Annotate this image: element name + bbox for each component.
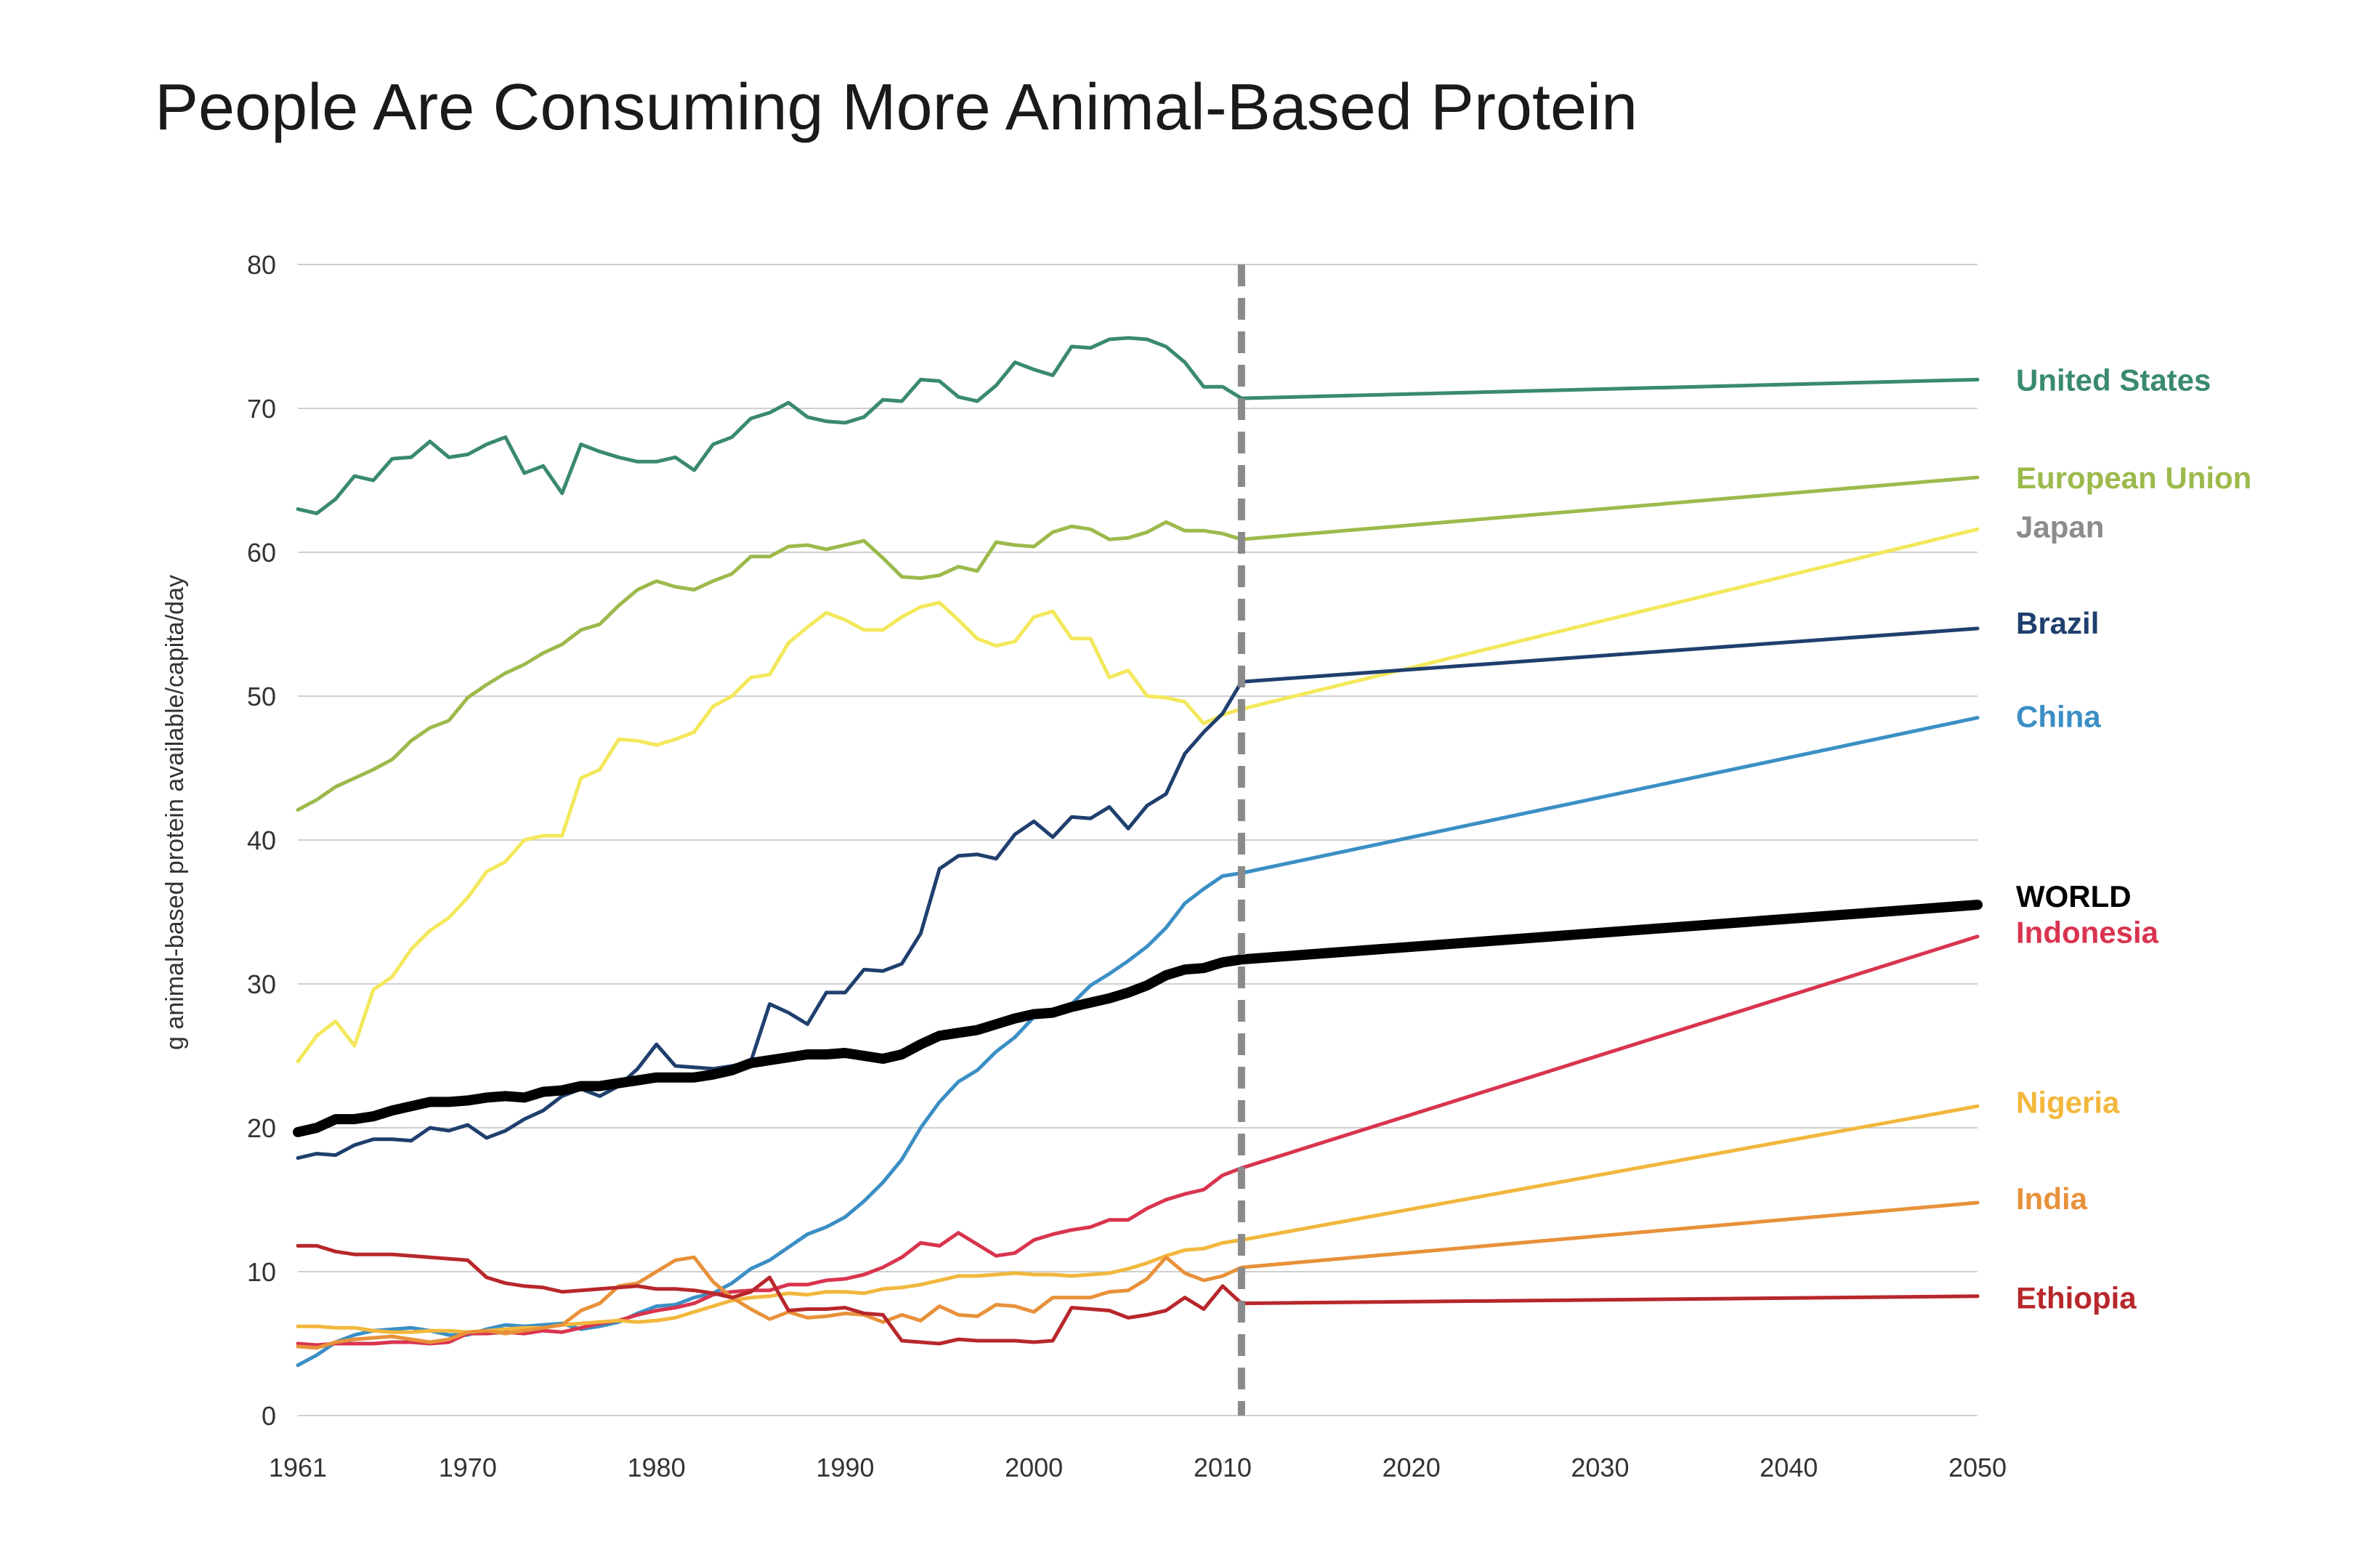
x-tick-label-2050: 2050 [1948,1453,2007,1482]
y-tick-label-0: 0 [262,1401,276,1431]
chart-title: People Are Consuming More Animal-Based P… [155,71,1638,144]
series-label-nigeria: Nigeria [2016,1085,2120,1119]
y-tick-label-60: 60 [247,538,276,568]
series-lines [293,336,1983,1368]
y-tick-label-70: 70 [247,394,276,424]
x-tick-label-2010: 2010 [1194,1453,1252,1482]
series-label-european-union: European Union [2016,461,2251,495]
series-line-brazil [296,626,1980,1160]
x-tick-label-2000: 2000 [1005,1453,1063,1482]
series-line-ethiopia [296,1243,1980,1346]
series-line-united-states [296,336,1980,515]
series-label-japan: Japan [2016,509,2104,544]
y-axis-label: g animal-based protein available/capita/… [161,575,189,1050]
series-label-indonesia: Indonesia [2016,916,2159,950]
series-label-brazil: Brazil [2016,606,2099,640]
y-tick-label-40: 40 [247,826,276,855]
y-tick-label-30: 30 [247,969,276,999]
y-tick-label-50: 50 [247,682,276,711]
series-line-japan [296,527,1980,1064]
y-axis-ticks: 0 10 20 30 40 50 60 70 80 [247,250,276,1431]
series-label-united-states: United States [2016,363,2211,397]
series-line-european-union [296,475,1980,812]
series-line-world [293,900,1983,1137]
series-label-china: China [2016,700,2101,734]
series-label-world: WORLD [2016,879,2132,913]
x-tick-label-2040: 2040 [1760,1453,1818,1482]
x-tick-label-1961: 1961 [269,1453,327,1482]
x-axis-ticks: 1961 1970 1980 1990 2000 2010 2020 2030 2040 2050 [269,1453,2007,1482]
x-tick-label-2030: 2030 [1571,1453,1629,1482]
series-label-ethiopia: Ethiopia [2016,1281,2137,1315]
series-end-labels: United States European Union Japan Brazil Ch… [2016,363,2251,1315]
x-tick-label-2020: 2020 [1383,1453,1441,1482]
y-tick-label-20: 20 [247,1113,276,1143]
x-tick-label-1990: 1990 [816,1453,874,1482]
y-tick-label-80: 80 [247,250,276,280]
series-label-india: India [2016,1182,2088,1216]
x-tick-label-1980: 1980 [628,1453,686,1482]
series-line-india [296,1200,1980,1350]
y-tick-label-10: 10 [247,1257,276,1287]
x-tick-label-1970: 1970 [439,1453,497,1482]
gridlines [298,264,1978,1416]
series-line-indonesia [296,935,1980,1347]
